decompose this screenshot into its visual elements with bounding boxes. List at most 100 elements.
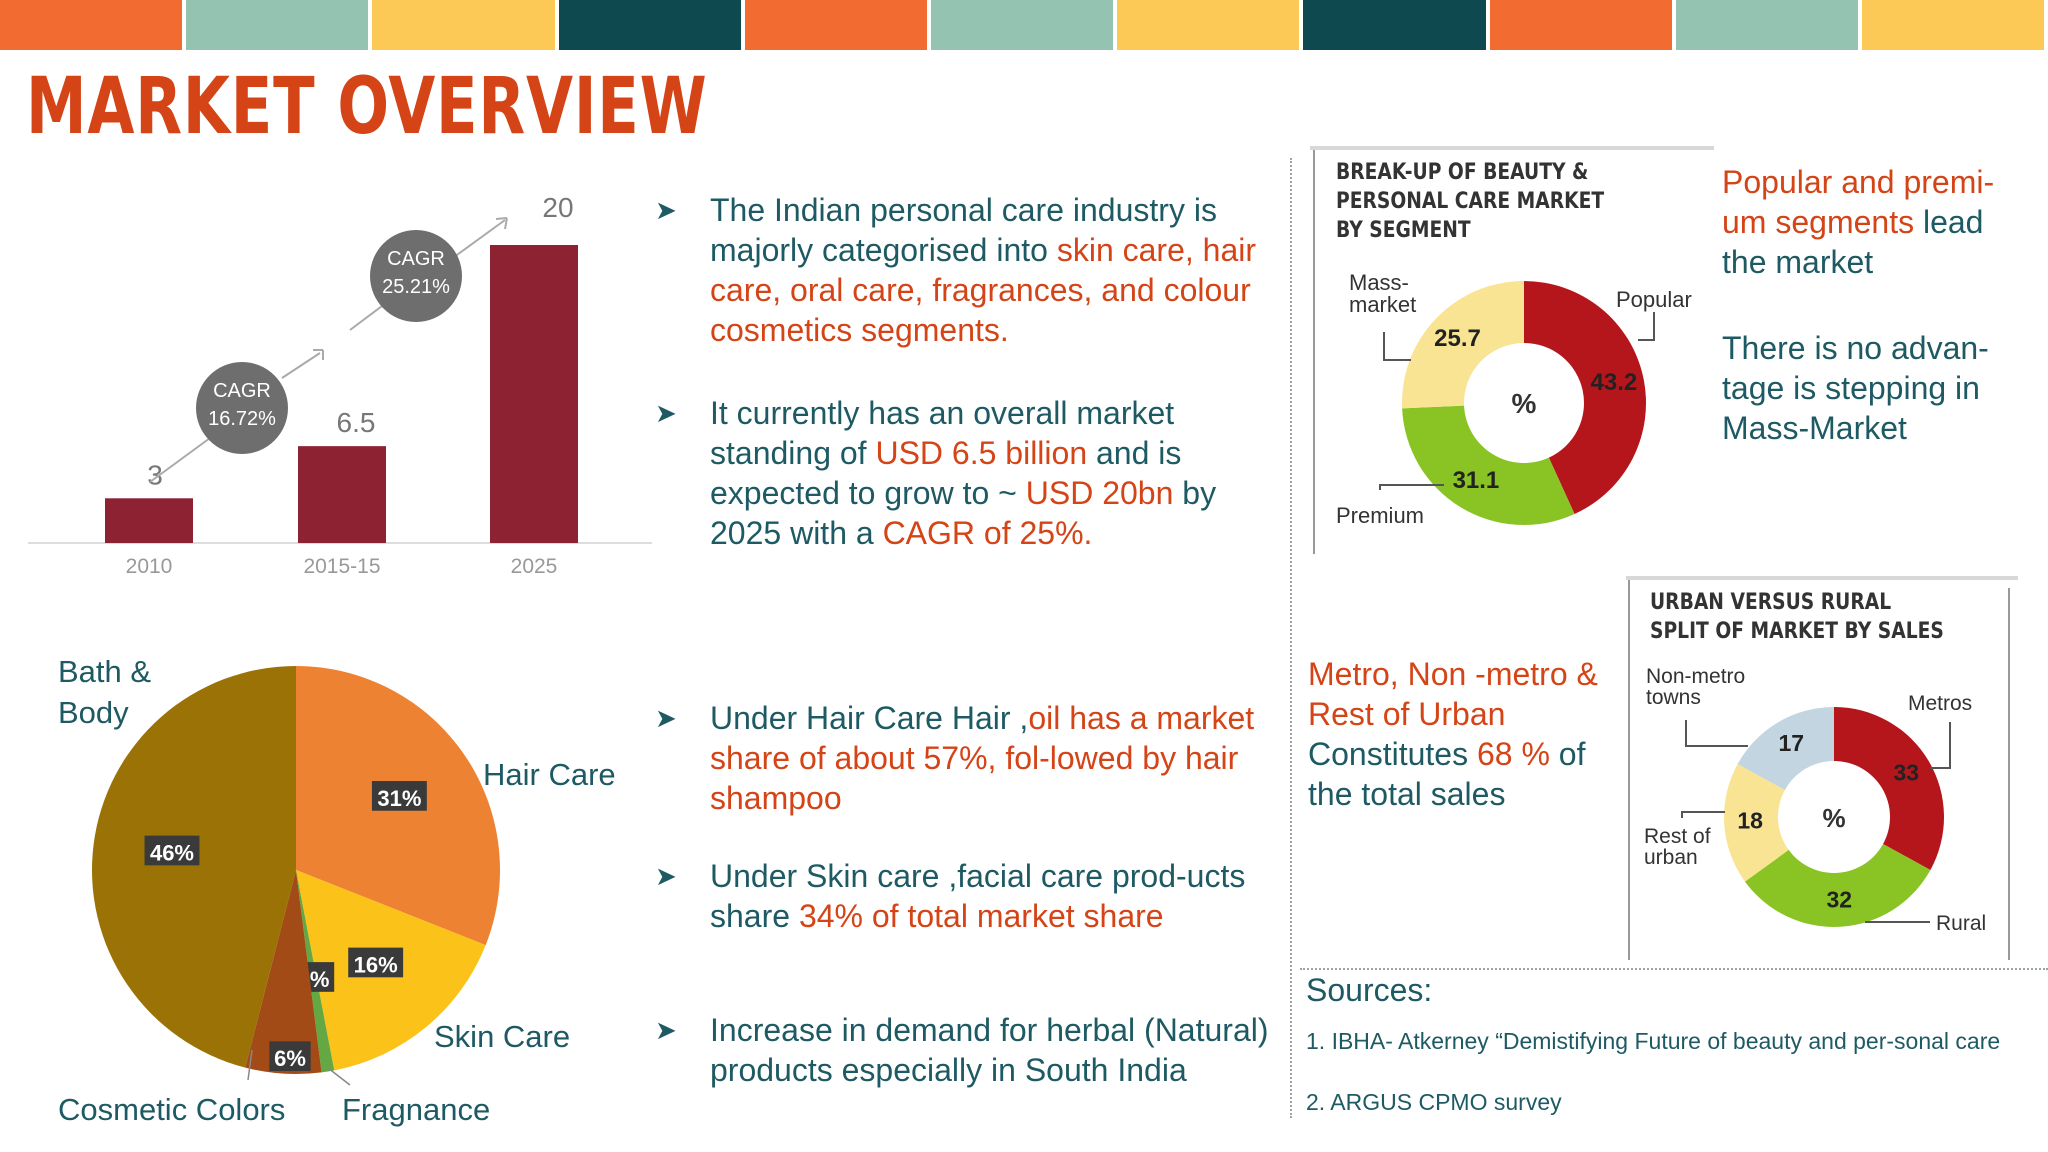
- side-text-plain: Constitutes: [1308, 736, 1477, 772]
- leader-line: [1685, 720, 1748, 747]
- donut2-value-label: 18: [1737, 808, 1763, 834]
- donut1-label-mass-2: market: [1349, 292, 1416, 317]
- leader-line: [1681, 811, 1725, 818]
- source-item-1: 1. IBHA- Atkerney “Demistifying Future o…: [1306, 1028, 2001, 1054]
- cagr-value: 25.21%: [382, 276, 450, 298]
- arrow-bullet-icon: ➤: [655, 1015, 677, 1045]
- side-text-segments: Popular and premi-um segments lead the m…: [1722, 162, 2032, 282]
- bar-category-label: 2025: [511, 555, 558, 578]
- color-stripe-8: [1303, 0, 1486, 50]
- bar-chart: 3 6.5 20 2010 2015-15 2025 CAGR 16.72% CAGR …: [28, 192, 652, 578]
- bullet-3: ➤ Under Hair Care Hair ,oil has a market …: [655, 698, 1275, 818]
- bullet-plain: The Indian personal care industry is maj…: [710, 192, 1217, 268]
- leader-line: [1379, 484, 1444, 490]
- donut1-slice-premium: [1402, 405, 1575, 525]
- bullet-text: Under Hair Care Hair ,oil has a market s…: [710, 698, 1275, 818]
- color-stripe-3: [372, 0, 555, 50]
- donut2-slice-metros: [1834, 707, 1944, 870]
- arrow-bullet-icon: ➤: [655, 195, 677, 225]
- side-text-highlight: 68 %: [1476, 736, 1550, 772]
- donut2-title-line: URBAN VERSUS RURAL: [1650, 590, 1892, 615]
- bar-category-label: 2015-15: [303, 555, 380, 578]
- bullet-text: It currently has an overall market stand…: [710, 393, 1275, 553]
- donut2-label-rest-urban: Rest of: [1644, 825, 1711, 848]
- bullet-text: Increase in demand for herbal (Natural) …: [710, 1010, 1275, 1090]
- color-stripe-4: [558, 0, 741, 50]
- cagr-label: CAGR: [213, 380, 271, 402]
- bullet-5: ➤ Increase in demand for herbal (Natural)…: [655, 1010, 1275, 1090]
- bullet-plain: Increase in demand for herbal (Natural) …: [710, 1012, 1269, 1088]
- bullet-highlight: 34% of total market share: [798, 898, 1164, 934]
- chart-box-edge: [1628, 580, 1630, 960]
- urban-rural-donut-chart: 33 32 18 17 % Metros Rural Rest of urban No…: [1644, 665, 1986, 935]
- bullet-text: The Indian personal care industry is maj…: [710, 190, 1275, 350]
- trend-line-2: [281, 352, 321, 379]
- side-text-highlight: Popular and premi-um segments: [1722, 164, 1995, 240]
- bullet-highlight: USD 20bn: [1025, 475, 1174, 511]
- pie-label-box: [144, 835, 200, 866]
- donut2-title-line: SPLIT OF MARKET BY SALES: [1650, 619, 1944, 644]
- side-text-urban: Metro, Non -metro & Rest of Urban Consti…: [1308, 654, 1628, 814]
- leader-line: [1383, 332, 1411, 361]
- donut1-title-line: PERSONAL CARE MARKET: [1336, 189, 1605, 214]
- leader-line: [1930, 722, 1951, 769]
- color-stripe-11: [1861, 0, 2045, 50]
- horizontal-divider: [1300, 968, 2048, 970]
- pie-legend-hair-care: Hair Care: [483, 757, 616, 792]
- bar-value-label: 20: [542, 192, 573, 223]
- bullet-plain: and is expected to grow to ~: [710, 435, 1182, 511]
- donut2-label-non-metro-2: towns: [1646, 686, 1701, 709]
- color-stripe-9: [1489, 0, 1672, 50]
- donut2-slice-rest-of-urban: [1724, 764, 1789, 882]
- color-stripe-5: [744, 0, 927, 50]
- arrow-bullet-icon: ➤: [655, 861, 677, 891]
- cagr-badge-1: CAGR 16.72%: [196, 362, 288, 454]
- pie-value-label: 6%: [274, 1046, 306, 1071]
- color-stripe-7: [1117, 0, 1300, 50]
- bullet-highlight: USD 6.5 billion: [875, 435, 1088, 471]
- color-stripe-1: [0, 0, 183, 50]
- bullet-1: ➤ The Indian personal care industry is ma…: [655, 190, 1275, 350]
- cagr-label: CAGR: [387, 248, 445, 270]
- bullet-highlight: oil has a market share of about 57%, fol…: [710, 700, 1255, 816]
- pie-legend-bath-body: Bath &: [58, 654, 151, 689]
- donut1-value-label: 31.1: [1453, 467, 1500, 494]
- pie-legend-skin-care: Skin Care: [434, 1019, 570, 1054]
- bullet-plain: It currently has an overall market stand…: [710, 395, 1175, 471]
- pie-slice-bath-body: [91, 666, 296, 1068]
- bullet-4: ➤ Under Skin care ,facial care prod-ucts …: [655, 856, 1275, 936]
- bar-value-label: 3: [147, 459, 163, 490]
- bar-2025: [490, 245, 578, 543]
- donut2-value-label: 17: [1778, 730, 1804, 756]
- donut1-title-line: BY SEGMENT: [1336, 218, 1471, 243]
- leader-line: [327, 1067, 351, 1086]
- pie-value-label: 31%: [377, 786, 421, 811]
- source-item-2: 2. ARGUS CPMO survey: [1306, 1089, 1562, 1115]
- bullet-plain: Under Hair Care Hair ,: [710, 700, 1029, 736]
- donut2-slice-rural: [1745, 843, 1931, 927]
- bullet-plain: by 2025 with a: [710, 475, 1217, 551]
- donut2-label-metros: Metros: [1908, 692, 1972, 715]
- chart-box-edge: [1313, 150, 1315, 554]
- trend-arrow-icon: [313, 349, 324, 360]
- donut2-center-label: %: [1822, 803, 1845, 833]
- cagr-value: 16.72%: [208, 408, 276, 430]
- donut1-value-label: 25.7: [1434, 325, 1481, 352]
- arrow-bullet-icon: ➤: [655, 398, 677, 428]
- sources-heading: Sources:: [1306, 972, 1433, 1008]
- leader-line: [247, 1049, 253, 1081]
- donut2-label-non-metro: Non-metro: [1646, 665, 1745, 688]
- bullet-2: ➤ It currently has an overall market stan…: [655, 393, 1275, 553]
- pie-label-box: [269, 1041, 311, 1071]
- pie-value-label: 46%: [150, 840, 194, 865]
- bullet-text: Under Skin care ,facial care prod-ucts s…: [710, 856, 1275, 936]
- donut2-value-label: 32: [1826, 886, 1852, 912]
- donut1-label-mass: Mass-: [1349, 270, 1409, 295]
- donut1-label-popular: Popular: [1616, 287, 1692, 312]
- vertical-divider: [1290, 158, 1292, 1118]
- bar-2015-15: [298, 446, 386, 543]
- donut1-slice-popular: [1524, 281, 1646, 515]
- pie-legend-fragnance: Fragnance: [342, 1092, 490, 1127]
- donut1-center-label: %: [1512, 388, 1537, 419]
- color-stripe-10: [1675, 0, 1858, 50]
